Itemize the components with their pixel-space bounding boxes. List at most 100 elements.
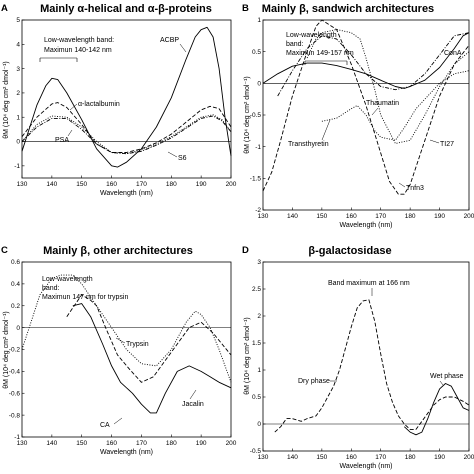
x-tick-label: 140	[287, 213, 298, 220]
panel-d-title: β-galactosidase	[308, 245, 391, 257]
panel-d-label-wet: Wet phase	[430, 373, 463, 380]
panel-c: C Mainly β, other architectures 130 140 15…	[1, 245, 237, 456]
x-tick-label: 200	[226, 440, 237, 447]
y-tick-label: 0.5	[252, 49, 261, 56]
x-tick-label: 160	[106, 440, 117, 447]
x-axis-label: Wavelength (nm)	[339, 222, 392, 229]
y-tick-label: 1	[257, 367, 261, 374]
panel-d-label-dry: Dry phase	[298, 378, 330, 385]
x-tick-label: 190	[196, 440, 207, 447]
series-line-dry-phase	[274, 299, 470, 433]
x-tick-label: 130	[17, 181, 28, 188]
panel-c-leader-ca	[113, 417, 123, 425]
x-tick-label: 200	[226, 181, 237, 188]
panel-b-leader-transthyretin	[321, 119, 331, 141]
x-tick-label: 140	[46, 181, 57, 188]
y-tick-label: -1	[14, 163, 20, 170]
y-tick-label: 1.5	[252, 340, 261, 347]
y-tick-label: 1	[16, 114, 20, 121]
panel-c-label-trypsin: Trypsin	[126, 341, 149, 348]
panel-b-title: Mainly β, sandwich architectures	[262, 3, 434, 15]
y-tick-label: -0.2	[9, 347, 21, 354]
x-tick-label: 170	[136, 440, 147, 447]
y-tick-label: 0.6	[11, 259, 20, 266]
y-tick-label: 0	[257, 81, 261, 88]
y-tick-label: -0.5	[250, 112, 262, 119]
panel-d-letter: D	[242, 245, 249, 256]
x-tick-label: 150	[76, 181, 87, 188]
y-tick-label: 0	[16, 325, 20, 332]
panel-c-leader-jacalin	[189, 389, 197, 400]
y-tick-label: 0	[16, 139, 20, 146]
x-tick-label: 180	[405, 454, 416, 461]
panel-b-label-ti27: TI27	[440, 141, 454, 148]
panel-a-leader-s6	[167, 151, 178, 158]
x-tick-label: 140	[287, 454, 298, 461]
y-tick-label: 0	[257, 421, 261, 428]
y-tick-label: -0.5	[250, 448, 262, 455]
series-line-psa	[21, 114, 232, 155]
series-line-acbp	[21, 26, 232, 168]
y-tick-label: -1	[255, 144, 261, 151]
y-tick-label: 0.5	[252, 394, 261, 401]
panel-b-label-cona: ConA	[444, 50, 462, 57]
panel-a-leader-acbp	[179, 43, 187, 53]
y-tick-label: 4	[16, 42, 20, 49]
series-line-jacalin	[66, 294, 232, 383]
y-tick-label: 2	[257, 313, 261, 320]
panel-a-annotation-line1: Low-wavelength band:	[44, 37, 114, 44]
panel-a-leader-psa	[67, 129, 73, 137]
x-tick-label: 130	[17, 440, 28, 447]
series-line-tnfn3	[262, 19, 470, 195]
y-tick-label: 3	[257, 259, 261, 266]
panel-c-annotation-line2: band:	[42, 285, 60, 292]
panel-c-plot: 130 140 150 160 170 180 190 200 -1 -0.8 -0.6 -0.4 -0…	[3, 259, 237, 456]
y-axis-label: θM (10⁴ deg cm² dmol⁻¹)	[3, 311, 10, 389]
panel-c-title: Mainly β, other architectures	[43, 245, 193, 257]
x-tick-label: 170	[375, 213, 386, 220]
y-tick-label: -0.4	[9, 369, 21, 376]
series-line-transthyretin	[306, 29, 470, 144]
y-tick-label: 5	[16, 17, 20, 24]
panel-b-leader-ti27	[429, 139, 440, 144]
panel-a-label-lactalbumin: α-lactalbumin	[78, 101, 120, 108]
panel-b-leader-thaumatin	[371, 107, 379, 116]
panel-d: D β-galactosidase 130 140 150 160 170 180 190 2…	[242, 245, 474, 470]
panel-d-leader-wet	[439, 380, 444, 386]
x-tick-label: 160	[346, 454, 357, 461]
series-line--lactalbumin	[21, 102, 232, 153]
panel-b-label-transthyretin: Transthyretin	[288, 141, 329, 148]
x-tick-label: 200	[464, 454, 474, 461]
x-tick-label: 200	[464, 213, 474, 220]
y-axis-label: θM (10⁴ deg cm² dmol⁻¹)	[244, 76, 251, 154]
panel-c-letter: C	[1, 245, 8, 256]
x-tick-label: 150	[316, 454, 327, 461]
panel-b-plot: 130 140 150 160 170 180 190 200 -2 -1.5 -1 -0.5 0 0.5…	[244, 17, 474, 229]
panel-b-letter: B	[242, 3, 249, 14]
panel-b-annotation-line3: Maximun 149-157 nm	[286, 50, 354, 57]
x-axis-label: Wavelength (nm)	[100, 190, 153, 197]
series-line-cona	[262, 32, 470, 89]
panel-a-label-psa: PSA	[55, 137, 69, 144]
x-tick-label: 170	[136, 181, 147, 188]
x-tick-label: 160	[106, 181, 117, 188]
plot-frame	[262, 261, 470, 452]
series-line-wet-phase	[403, 383, 470, 436]
x-tick-label: 190	[196, 181, 207, 188]
x-tick-label: 150	[316, 213, 327, 220]
x-tick-label: 150	[76, 440, 87, 447]
panel-b-annotation-line1: Low-wavelength	[286, 32, 337, 39]
x-tick-label: 180	[405, 213, 416, 220]
y-tick-label: 0.2	[11, 303, 20, 310]
y-axis-label: θM (10⁴ deg cm² dmol⁻¹)	[3, 61, 10, 139]
x-tick-label: 160	[346, 213, 357, 220]
y-tick-label: -1.5	[250, 176, 262, 183]
panel-a-plot: 130 140 150 160 170 180 190 200 -1 0 1 2 3 4 5 Waveleng…	[3, 17, 237, 197]
x-tick-label: 140	[46, 440, 57, 447]
x-tick-label: 180	[166, 181, 177, 188]
x-tick-label: 130	[258, 213, 269, 220]
panel-a-label-s6: S6	[178, 155, 187, 162]
y-tick-label: 0.4	[11, 281, 20, 288]
y-tick-label: 1	[257, 17, 261, 24]
